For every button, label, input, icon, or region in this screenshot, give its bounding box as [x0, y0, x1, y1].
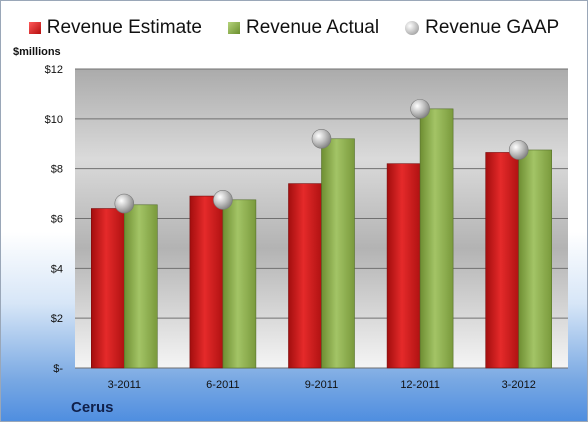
marker-revenue-gaap: [213, 190, 233, 210]
legend-item-gaap: Revenue GAAP: [405, 17, 559, 39]
y-tick-label: $-: [53, 363, 63, 375]
y-tick-label: $6: [51, 214, 63, 226]
bar-revenue-actual: [321, 138, 355, 369]
bar-revenue-actual: [518, 149, 553, 369]
x-tick-label: 12-2011: [400, 379, 440, 391]
legend-swatch-gaap: [405, 21, 420, 35]
legend-label-gaap: Revenue GAAP: [425, 17, 560, 38]
x-tick-label: 6-2011: [206, 379, 239, 391]
bar-revenue-actual: [124, 204, 158, 369]
legend-label-estimate: Revenue Estimate: [46, 17, 202, 38]
bar-revenue-estimate: [386, 163, 421, 369]
bar-revenue-estimate: [91, 208, 125, 369]
bar-revenue-actual: [419, 108, 454, 369]
marker-revenue-gaap: [508, 140, 529, 160]
marker-revenue-gaap: [410, 99, 430, 119]
bar-revenue-estimate: [288, 183, 322, 369]
y-tick-label: $4: [51, 263, 63, 275]
legend-swatch-actual: [228, 22, 240, 34]
legend-item-estimate: Revenue Estimate: [28, 17, 202, 39]
company-name: Cerus: [71, 399, 114, 416]
legend-item-actual: Revenue Actual: [228, 17, 379, 39]
legend: Revenue Estimate Revenue Actual Revenue …: [1, 17, 587, 39]
legend-swatch-estimate: [28, 22, 41, 34]
y-tick-label: $8: [51, 164, 63, 176]
bar-revenue-estimate: [189, 195, 224, 369]
x-tick-label: 3-2012: [502, 379, 536, 391]
marker-revenue-gaap: [114, 193, 135, 214]
x-tick-label: 3-2011: [108, 379, 141, 391]
y-tick-label: $10: [45, 114, 63, 126]
y-axis-unit-label: $millions: [13, 46, 61, 58]
legend-label-actual: Revenue Actual: [246, 17, 380, 38]
x-tick-label: 9-2011: [305, 379, 338, 391]
marker-revenue-gaap: [311, 128, 332, 149]
y-tick-label: $2: [51, 313, 63, 325]
y-tick-label: $12: [45, 64, 63, 76]
bar-revenue-estimate: [485, 152, 520, 369]
bar-revenue-actual: [222, 199, 257, 369]
